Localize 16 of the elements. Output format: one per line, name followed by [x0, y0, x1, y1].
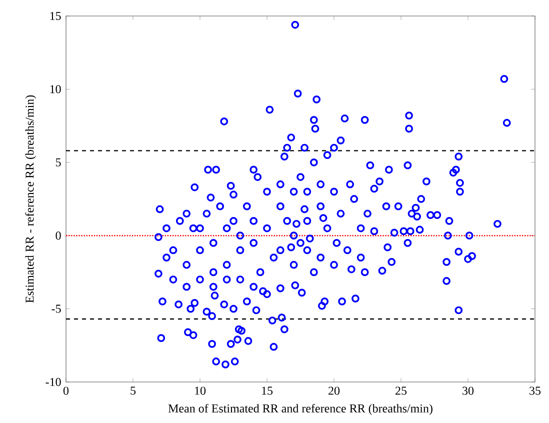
y-tick-label: 5: [56, 158, 61, 166]
x-tick-label: 20: [328, 386, 340, 395]
y-tick-label: -10: [46, 378, 61, 386]
y-tick-label: 15: [50, 12, 61, 20]
x-tick-label: 10: [195, 386, 206, 395]
x-tick-label: 15: [262, 386, 273, 395]
y-tick-label: 0: [56, 232, 61, 240]
x-tick-label: 30: [462, 386, 474, 395]
x-axis-title: Mean of Estimated RR and reference RR (breaths/min): [168, 404, 432, 415]
x-tick-label: 5: [130, 386, 136, 395]
x-tick-label: 25: [396, 386, 407, 395]
y-tick-label: 10: [50, 85, 61, 94]
x-tick-label: 35: [530, 386, 541, 395]
y-tick-label: -5: [52, 304, 61, 313]
x-tick-label: 0: [63, 386, 69, 395]
y-axis-title: Estimated RR - reference RR (breaths/min): [25, 95, 36, 303]
